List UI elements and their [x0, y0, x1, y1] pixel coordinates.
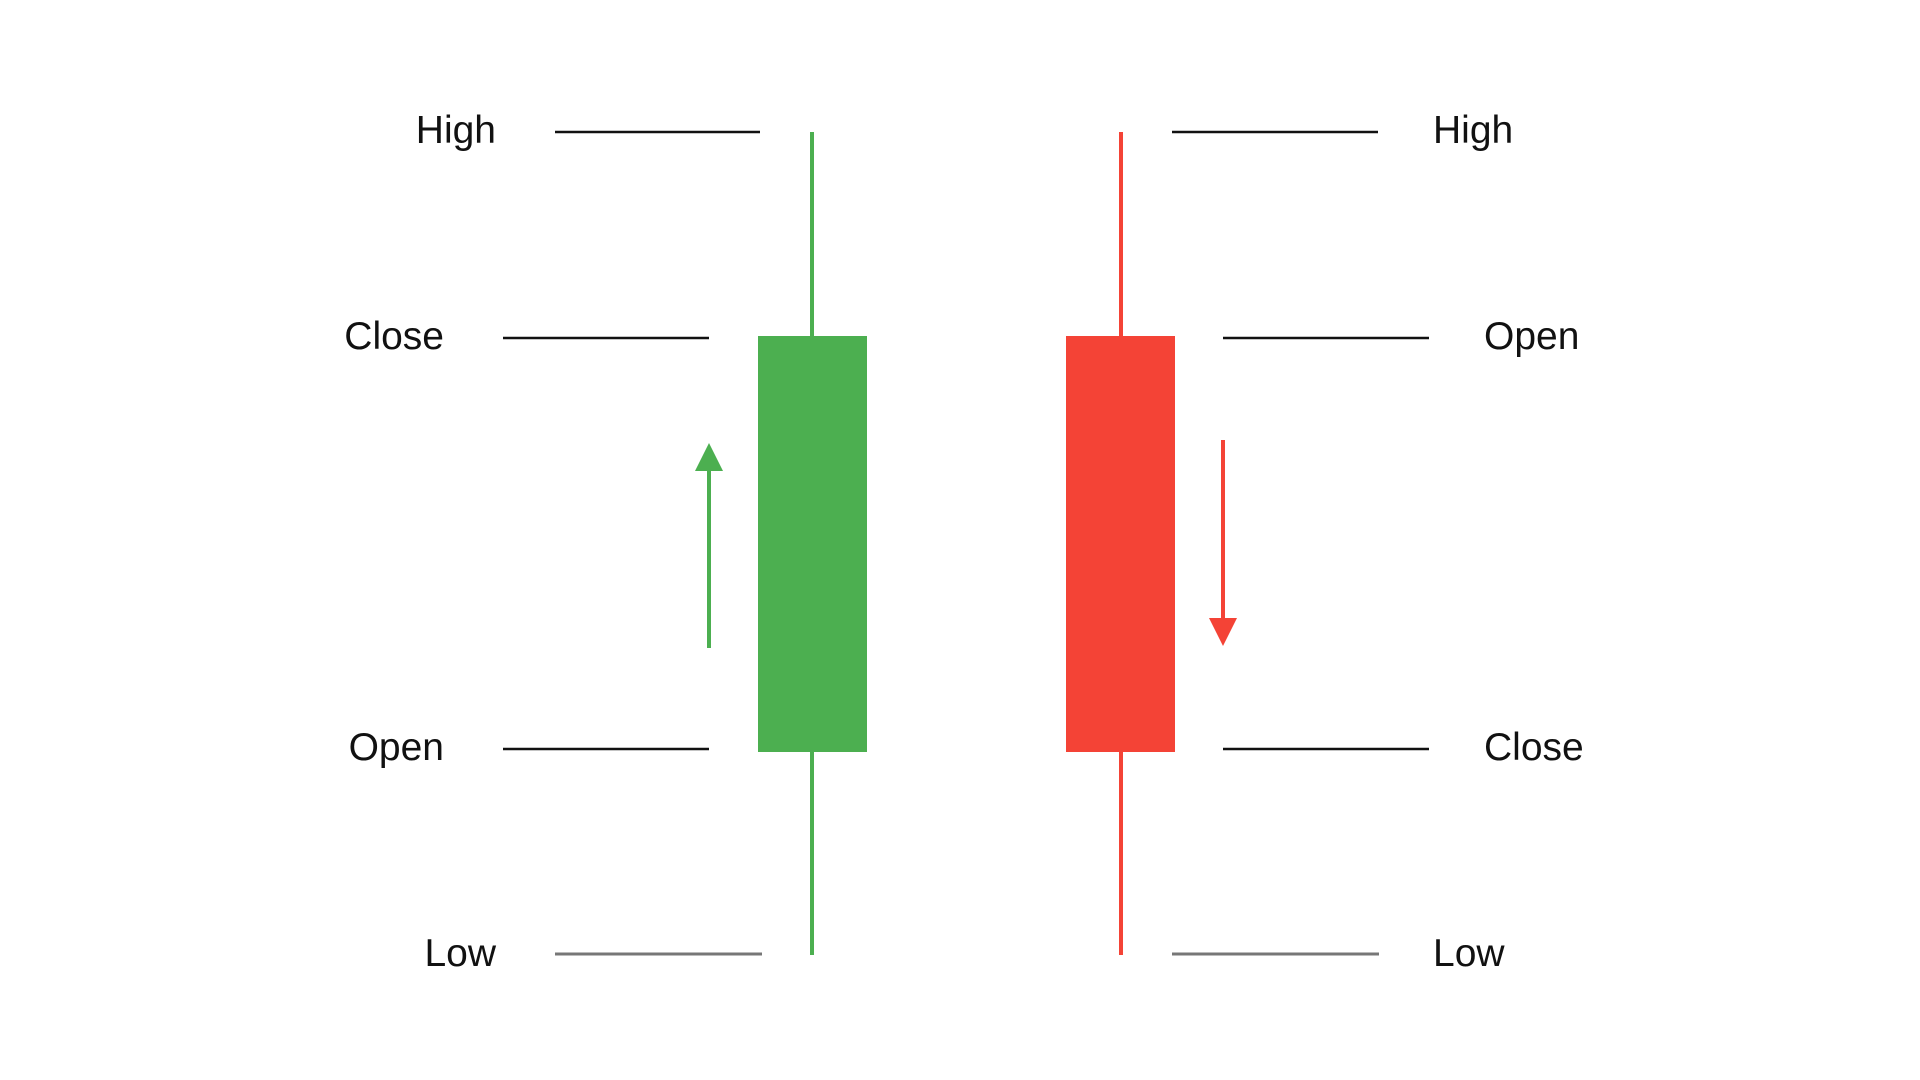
bearish-close-label: Close [1484, 726, 1584, 769]
bearish-arrow-head [1209, 618, 1237, 646]
bullish-candlestick: High Close Open Low [344, 109, 867, 975]
bearish-low-label: Low [1433, 932, 1505, 975]
bearish-high-label: High [1433, 109, 1513, 152]
bearish-candle-body [1066, 336, 1175, 752]
bearish-open-label: Open [1484, 315, 1579, 358]
bullish-close-label: Close [344, 315, 444, 358]
bullish-open-label: Open [349, 726, 444, 769]
bullish-low-label: Low [424, 932, 496, 975]
bullish-arrow-head [695, 443, 723, 471]
bullish-candle-body [758, 336, 867, 752]
bullish-high-label: High [416, 109, 496, 152]
bearish-candlestick: High Open Close Low [1066, 109, 1584, 975]
bullish-up-arrow [695, 443, 723, 648]
bearish-down-arrow [1209, 440, 1237, 646]
